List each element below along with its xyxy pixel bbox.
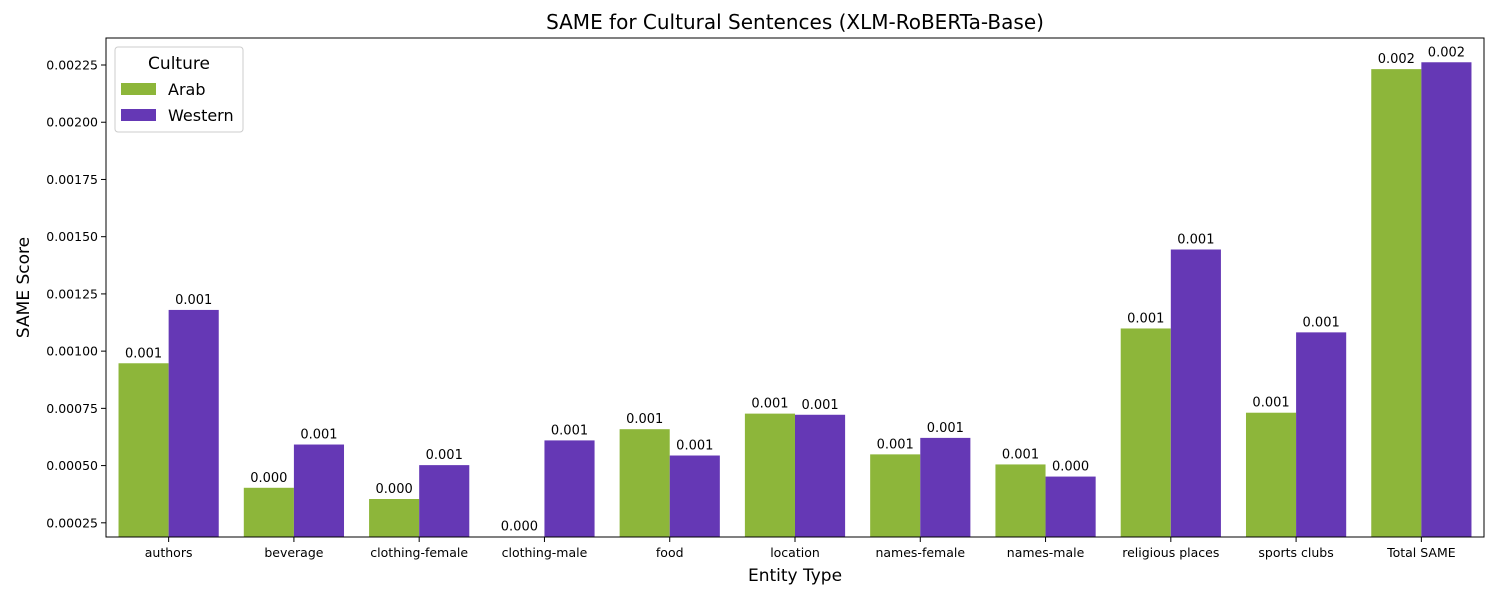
legend-label-western: Western — [168, 106, 234, 125]
x-tick-label: names-female — [875, 545, 965, 560]
bar-arab-authors — [118, 363, 169, 537]
bar-western-food — [669, 455, 720, 537]
x-tick-label: location — [770, 545, 820, 560]
data-label: 0.000 — [250, 471, 287, 486]
data-label: 0.002 — [1428, 45, 1465, 60]
x-tick-label: beverage — [264, 545, 323, 560]
bar-western-total-same — [1421, 62, 1472, 537]
bar-western-sports-clubs — [1296, 332, 1347, 537]
y-tick-label: 0.00125 — [46, 286, 98, 301]
x-tick-label: food — [656, 545, 684, 560]
data-label: 0.001 — [877, 437, 914, 452]
data-label: 0.001 — [1002, 447, 1039, 462]
bar-western-location — [795, 414, 846, 537]
bar-arab-religious-places — [1120, 328, 1171, 537]
data-label: 0.001 — [626, 412, 663, 427]
x-tick-label: authors — [145, 545, 193, 560]
legend-title: Culture — [148, 54, 210, 74]
bar-western-religious-places — [1170, 249, 1221, 537]
x-tick-label: clothing-female — [370, 545, 468, 560]
legend-swatch-arab — [121, 83, 156, 95]
data-label: 0.001 — [1252, 396, 1289, 411]
data-label: 0.001 — [801, 398, 838, 413]
data-label: 0.001 — [1177, 233, 1214, 248]
data-label: 0.001 — [300, 428, 337, 443]
y-tick-label: 0.00025 — [46, 515, 98, 530]
x-axis-label: Entity Type — [748, 566, 842, 586]
bar-arab-sports-clubs — [1245, 412, 1297, 537]
y-tick-label: 0.00150 — [46, 229, 98, 244]
x-tick-label: Total SAME — [1386, 545, 1456, 560]
bar-western-clothing-female — [419, 465, 470, 537]
bar-western-names-male — [1045, 476, 1096, 537]
bar-arab-total-same — [1371, 69, 1422, 537]
bar-western-authors — [168, 309, 219, 537]
bar-arab-location — [744, 413, 795, 537]
legend-label-arab: Arab — [168, 80, 205, 99]
data-label: 0.001 — [426, 448, 463, 463]
data-label: 0.000 — [501, 520, 538, 535]
bar-arab-names-female — [870, 454, 921, 537]
data-label: 0.001 — [551, 423, 588, 438]
bars-group — [118, 62, 1472, 537]
x-tick-label: names-male — [1007, 545, 1085, 560]
y-axis-ticks: 0.00025 0.00050 0.00075 0.00100 0.00125 0.001… — [46, 58, 106, 530]
data-label: 0.000 — [376, 482, 413, 497]
data-label: 0.001 — [125, 346, 162, 361]
data-label: 0.001 — [175, 293, 212, 308]
y-tick-label: 0.00225 — [46, 58, 98, 73]
bar-arab-names-male — [995, 464, 1046, 537]
x-tick-label: religious places — [1122, 545, 1219, 560]
bar-western-clothing-male — [544, 440, 595, 537]
x-tick-label: sports clubs — [1258, 545, 1333, 560]
bar-arab-beverage — [243, 487, 294, 537]
x-tick-label: clothing-male — [502, 545, 588, 560]
y-tick-label: 0.00100 — [46, 344, 98, 359]
y-tick-label: 0.00175 — [46, 172, 98, 187]
bar-western-names-female — [920, 437, 971, 537]
data-label: 0.001 — [1303, 315, 1340, 330]
bar-arab-clothing-female — [369, 499, 420, 537]
legend: Culture Arab Western — [114, 46, 244, 133]
data-label: 0.001 — [927, 421, 964, 436]
data-label: 0.001 — [751, 397, 788, 412]
x-axis-ticks: authors beverage clothing-female clothing-m… — [145, 537, 1456, 560]
data-labels-group: 0.001 0.000 0.000 0.000 0.001 0.001 0.001 0.001… — [125, 45, 1465, 534]
data-label: 0.001 — [1127, 311, 1164, 326]
y-tick-label: 0.00075 — [46, 401, 98, 416]
data-label: 0.000 — [1052, 460, 1089, 475]
legend-swatch-western — [121, 109, 156, 121]
bar-arab-food — [619, 429, 670, 537]
data-label: 0.002 — [1378, 52, 1415, 67]
y-tick-label: 0.00200 — [46, 115, 98, 130]
y-axis-label: SAME Score — [14, 237, 34, 338]
bar-western-beverage — [293, 444, 345, 537]
data-label: 0.001 — [676, 439, 713, 454]
chart-title: SAME for Cultural Sentences (XLM-RoBERTa… — [546, 10, 1044, 34]
y-tick-label: 0.00050 — [46, 458, 98, 473]
